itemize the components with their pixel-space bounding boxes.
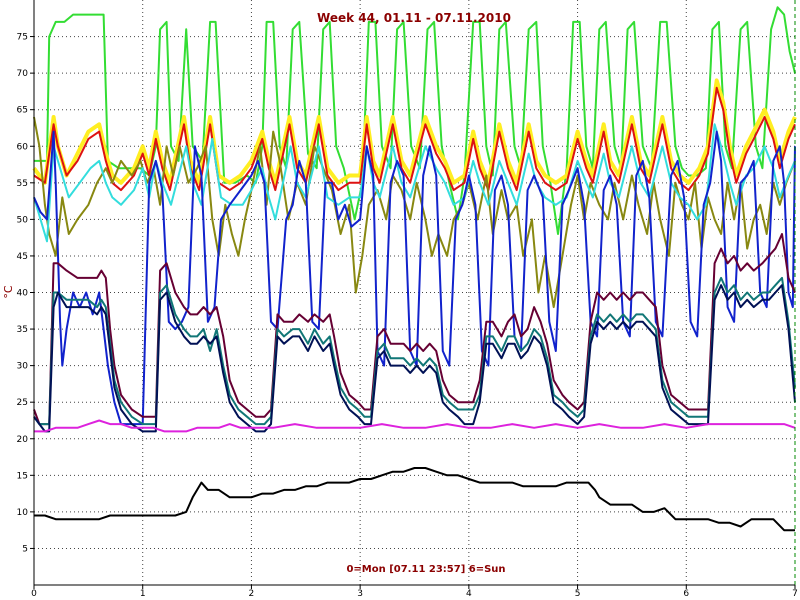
y-tick-label: 35 — [17, 325, 28, 335]
y-tick-label: 30 — [17, 362, 29, 372]
y-tick-label: 70 — [17, 69, 29, 79]
x-tick-label: 1 — [140, 589, 146, 599]
series-line-10 — [34, 419, 796, 433]
series-line-9 — [33, 284, 796, 433]
series-line-4 — [33, 116, 796, 309]
x-tick-label: 3 — [357, 589, 363, 599]
y-tick-label: 5 — [22, 544, 28, 554]
series-lines — [32, 6, 797, 532]
y-tick-label: 10 — [17, 508, 29, 518]
y-tick-label: 20 — [17, 435, 29, 445]
series-line-1 — [34, 6, 796, 235]
y-tick-label: 75 — [17, 33, 28, 43]
x-tick-label: 2 — [249, 589, 255, 599]
y-tick-labels: 5 10 15 20 25 30 35 40 45 50 55 60 65 70 75 — [17, 33, 34, 554]
y-tick-label: 65 — [17, 106, 28, 116]
x-tick-label: 6 — [683, 589, 689, 599]
series-line-6 — [33, 130, 796, 426]
x-tick-label: 7 — [792, 589, 798, 599]
y-tick-label: 45 — [17, 252, 28, 262]
y-tick-label: 25 — [17, 398, 28, 408]
y-tick-label: 50 — [17, 215, 29, 225]
chart-footer: 0=Mon [07.11 23:57] 6=Sun — [346, 564, 505, 575]
series-line-11 — [34, 467, 795, 532]
x-tick-label: 4 — [466, 589, 472, 599]
x-tick-label: 0 — [31, 589, 37, 599]
chart-title: Week 44, 01.11 - 07.11.2010 — [317, 11, 511, 25]
y-axis-label: °C — [2, 285, 15, 299]
y-tick-label: 15 — [17, 471, 28, 481]
x-tick-labels: 0 1 2 3 4 5 6 7 — [31, 585, 798, 599]
y-tick-label: 55 — [17, 179, 28, 189]
y-tick-label: 40 — [17, 289, 29, 299]
x-tick-label: 5 — [575, 589, 581, 599]
y-tick-label: 60 — [17, 142, 29, 152]
